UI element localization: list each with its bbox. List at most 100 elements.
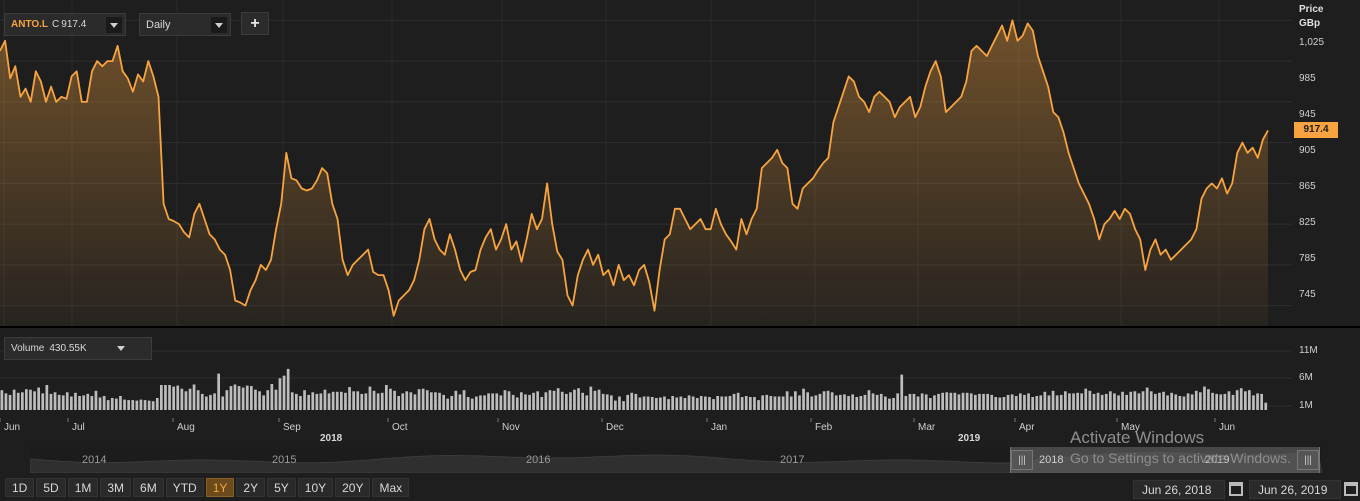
- volume-chart[interactable]: [0, 328, 1292, 418]
- volume-bar: [29, 389, 32, 410]
- volume-bar: [839, 394, 842, 410]
- volume-bar: [1158, 392, 1161, 410]
- volume-bar: [994, 397, 998, 410]
- range-button-1y[interactable]: 1Y: [205, 478, 235, 497]
- to-date-field[interactable]: Jun 26, 2019: [1249, 480, 1341, 499]
- last-price-badge: 917.4: [1294, 121, 1338, 138]
- volume-bar: [1068, 393, 1071, 410]
- volume-bar: [1149, 391, 1153, 410]
- volume-bar: [1264, 402, 1268, 410]
- volume-bar: [1190, 394, 1194, 410]
- volume-bar: [131, 400, 135, 410]
- volume-bar: [266, 390, 270, 410]
- volume-bar: [1006, 394, 1010, 410]
- volume-bar: [102, 396, 106, 410]
- range-button-2y[interactable]: 2Y: [236, 478, 266, 497]
- volume-bar: [4, 393, 8, 410]
- price-tick-label: 745: [1299, 289, 1316, 300]
- navigator-selection-window[interactable]: ||| 2018 2019 |||: [1010, 447, 1320, 473]
- volume-bar: [1059, 394, 1063, 410]
- volume-dropdown[interactable]: Volume 430.55K: [4, 337, 152, 360]
- range-button-10y[interactable]: 10Y: [297, 478, 334, 497]
- volume-bar: [1031, 397, 1034, 410]
- month-label: Dec: [606, 422, 624, 433]
- range-button-5d[interactable]: 5D: [36, 478, 66, 497]
- volume-bar: [1072, 393, 1075, 410]
- volume-bar: [446, 398, 449, 410]
- interval-dropdown[interactable]: Daily: [139, 13, 231, 36]
- volume-bar: [949, 392, 953, 410]
- volume-bar: [671, 396, 674, 410]
- volume-bar: [826, 390, 830, 410]
- volume-bar: [438, 392, 441, 410]
- volume-bar: [1141, 391, 1145, 410]
- volume-bar: [200, 393, 204, 410]
- volume-bar: [642, 396, 646, 410]
- range-button-1d[interactable]: 1D: [5, 478, 35, 497]
- volume-bar: [213, 393, 216, 410]
- volume-bar: [180, 388, 184, 410]
- range-button-max[interactable]: Max: [372, 478, 410, 497]
- volume-bar: [1203, 386, 1206, 410]
- volume-bar: [454, 390, 458, 410]
- volume-bar: [307, 394, 310, 410]
- symbol-dropdown[interactable]: ANTO.L C 917.4: [4, 13, 126, 36]
- volume-bar: [470, 398, 474, 410]
- volume-bar: [143, 400, 147, 410]
- plus-icon: +: [250, 14, 260, 32]
- volume-bar: [503, 390, 507, 410]
- price-chart-panel[interactable]: ANTO.L C 917.4 Daily +: [0, 0, 1292, 326]
- volume-tick-label: 11M: [1299, 345, 1318, 356]
- volume-bar: [364, 393, 368, 410]
- range-button-5y[interactable]: 5Y: [267, 478, 296, 497]
- volume-bar: [380, 392, 384, 410]
- volume-bar: [520, 392, 523, 410]
- volume-bar: [499, 395, 503, 410]
- volume-bar: [41, 393, 45, 410]
- volume-bar: [192, 384, 196, 410]
- volume-bar: [188, 388, 192, 410]
- price-series-line[interactable]: [0, 19, 1269, 317]
- range-button-ytd[interactable]: YTD: [165, 478, 204, 497]
- price-chart[interactable]: [0, 0, 1292, 326]
- calendar-icon[interactable]: [1344, 482, 1358, 496]
- volume-bar: [810, 396, 814, 410]
- navigator-right-handle[interactable]: |||: [1297, 450, 1319, 470]
- from-date-field[interactable]: Jun 26, 2018: [1133, 480, 1225, 499]
- volume-bar: [904, 396, 908, 410]
- navigator-left-handle[interactable]: |||: [1011, 450, 1033, 470]
- month-label: Jul: [72, 422, 85, 433]
- range-navigator[interactable]: 2014 2015 2016 2017 ||| 2018 2019 |||: [30, 447, 1322, 473]
- volume-bar: [139, 399, 143, 410]
- volume-bar: [540, 397, 544, 410]
- volume-bar: [442, 394, 445, 410]
- navigator-year-label: 2019: [1205, 454, 1230, 466]
- volume-bar: [953, 392, 957, 410]
- volume-bar: [1084, 388, 1088, 410]
- volume-bar: [250, 386, 253, 410]
- volume-bar: [286, 368, 290, 410]
- volume-tick-label: 6M: [1299, 372, 1313, 383]
- range-button-1m[interactable]: 1M: [67, 478, 99, 497]
- volume-bar: [225, 390, 229, 410]
- add-indicator-button[interactable]: +: [241, 12, 269, 35]
- range-button-6m[interactable]: 6M: [133, 478, 164, 497]
- range-button-3m[interactable]: 3M: [100, 478, 132, 497]
- volume-bar: [1002, 397, 1006, 410]
- volume-panel[interactable]: Volume 430.55K: [0, 328, 1292, 418]
- volume-bar: [401, 393, 405, 410]
- volume-bar: [548, 390, 552, 410]
- volume-bar: [1182, 396, 1186, 410]
- volume-bar: [1121, 391, 1124, 410]
- volume-bar: [814, 395, 818, 410]
- range-button-20y[interactable]: 20Y: [335, 478, 371, 497]
- volume-bar: [982, 393, 985, 410]
- watermark-title: Activate Windows: [1070, 428, 1205, 447]
- volume-bar: [160, 385, 163, 410]
- calendar-icon[interactable]: [1229, 482, 1243, 496]
- volume-bar: [601, 393, 605, 410]
- volume-bar: [70, 396, 73, 410]
- month-label: May: [1121, 422, 1140, 433]
- month-label: Feb: [815, 422, 833, 433]
- volume-bar: [1109, 391, 1112, 410]
